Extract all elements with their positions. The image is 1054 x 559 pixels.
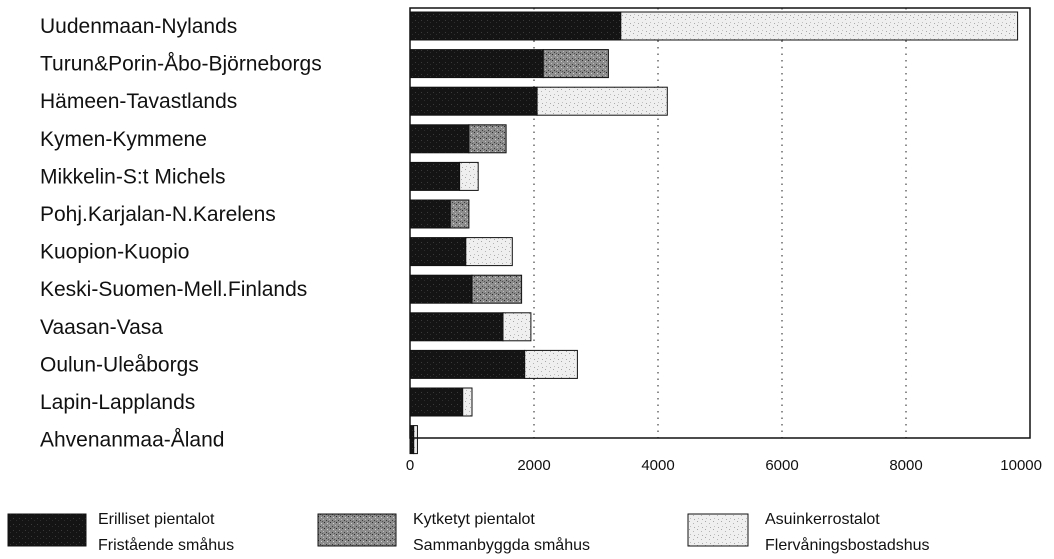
category-label-9: Oulun-Uleåborgs — [40, 353, 199, 376]
x-tick-label-0: 0 — [406, 457, 414, 474]
bar-9-series-0 — [409, 349, 526, 379]
bar-10-series-0 — [409, 387, 464, 417]
bar-11-series-2 — [413, 425, 418, 455]
bar-0-series-2 — [620, 11, 1019, 41]
bar-0-series-0 — [409, 11, 622, 41]
category-label-0: Uudenmaan-Nylands — [40, 15, 237, 38]
bar-4-series-2 — [459, 161, 479, 191]
bar-1-series-1 — [542, 49, 609, 79]
bar-8-series-0 — [409, 312, 504, 342]
legend: Erilliset pientalot Fristående småhus Kytk… — [7, 511, 930, 554]
category-label-3: Kymen-Kymmene — [40, 128, 207, 151]
category-label-2: Hämeen-Tavastlands — [40, 90, 237, 113]
legend-swatch-2 — [687, 513, 749, 547]
bar-8-series-2 — [502, 312, 532, 342]
legend-swatch-0 — [7, 513, 87, 547]
bar-9-series-2 — [524, 349, 578, 379]
legend-label-fi-2: Asuinkerrostalot — [765, 511, 880, 528]
bar-7-series-1 — [471, 274, 523, 304]
category-label-11: Ahvenanmaa-Åland — [40, 429, 224, 452]
legend-swatch-1 — [317, 513, 397, 547]
x-tick-labels: 0 2000 4000 6000 8000 10000 — [406, 457, 1042, 474]
plot-frame — [409, 7, 1031, 439]
category-labels: Uudenmaan-Nylands Turun&Porin-Åbo-Björneb… — [40, 15, 322, 452]
legend-label-fi-0: Erilliset pientalot — [98, 511, 215, 528]
category-label-5: Pohj.Karjalan-N.Karelens — [40, 203, 276, 226]
x-tick-label-2: 4000 — [641, 457, 674, 474]
bar-2-series-2 — [536, 86, 668, 116]
category-label-10: Lapin-Lapplands — [40, 391, 195, 414]
legend-label-sv-1: Sammanbyggda småhus — [413, 536, 590, 554]
x-tick-label-1: 2000 — [517, 457, 550, 474]
bars — [409, 11, 1019, 455]
bar-5-series-0 — [409, 199, 451, 229]
bar-5-series-1 — [449, 199, 470, 229]
category-label-1: Turun&Porin-Åbo-Björneborgs — [40, 53, 322, 76]
legend-label-sv-2: Flervåningsbostadshus — [765, 536, 930, 554]
category-label-4: Mikkelin-S:t Michels — [40, 165, 226, 188]
category-label-8: Vaasan-Vasa — [40, 316, 163, 339]
x-tick-label-3: 6000 — [765, 457, 798, 474]
bar-6-series-0 — [409, 237, 467, 267]
category-label-6: Kuopion-Kuopio — [40, 241, 189, 264]
category-label-7: Keski-Suomen-Mell.Finlands — [40, 278, 307, 301]
bar-10-series-2 — [462, 387, 473, 417]
bar-7-series-0 — [409, 274, 473, 304]
bar-4-series-0 — [409, 161, 461, 191]
bar-1-series-0 — [409, 49, 544, 79]
bar-2-series-0 — [409, 86, 538, 116]
bar-3-series-1 — [468, 124, 507, 154]
bar-6-series-2 — [465, 237, 513, 267]
x-tick-label-4: 8000 — [889, 457, 922, 474]
legend-label-fi-1: Kytketyt pientalot — [413, 511, 535, 528]
bar-3-series-0 — [409, 124, 470, 154]
x-tick-label-5: 10000 — [1000, 457, 1042, 474]
legend-label-sv-0: Fristående småhus — [98, 536, 234, 554]
